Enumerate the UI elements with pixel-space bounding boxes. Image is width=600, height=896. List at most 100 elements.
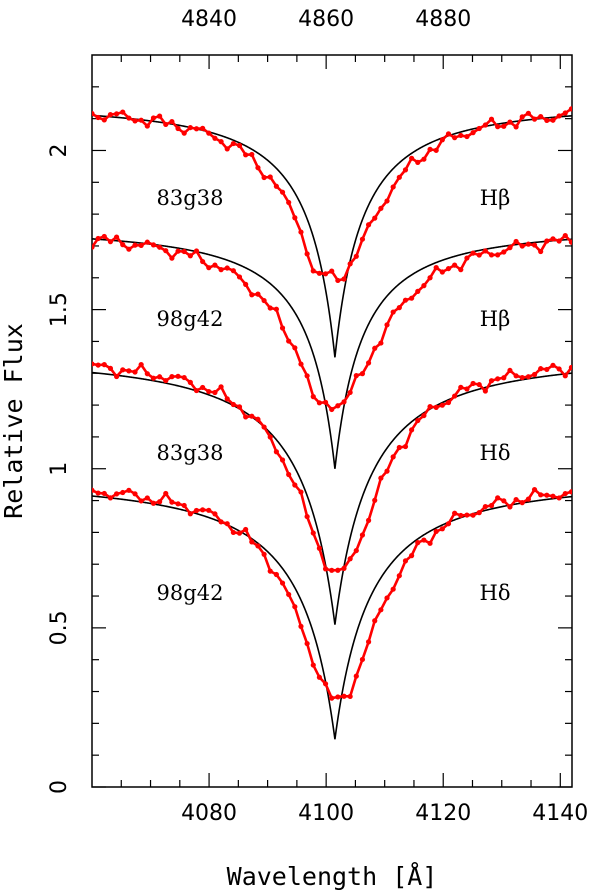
observed-point [513, 124, 519, 130]
observed-point [409, 295, 415, 301]
observed-point [421, 537, 427, 543]
observed-point [95, 235, 101, 242]
observed-point [249, 413, 255, 419]
observed-point [433, 404, 439, 410]
top-x-tick-label: 4880 [415, 7, 471, 32]
observed-point [390, 184, 396, 190]
observed-point [163, 377, 169, 384]
observed-point [187, 379, 193, 385]
observed-point [562, 110, 568, 116]
observed-point [206, 130, 212, 136]
observed-point [163, 248, 169, 254]
observed-point [531, 371, 538, 378]
observed-point [286, 338, 292, 344]
observed-point [402, 167, 409, 173]
observed-point [550, 117, 556, 123]
observed-point [175, 373, 181, 379]
observed-point [482, 388, 488, 394]
observed-point [224, 146, 230, 152]
observed-point [531, 116, 538, 122]
observed-point [335, 403, 341, 409]
observed-point [243, 526, 249, 533]
observed-point [150, 375, 157, 381]
observed-point [126, 115, 132, 121]
observed-point [157, 244, 163, 250]
observed-point [568, 489, 572, 495]
observed-point [132, 369, 138, 375]
observed-point [359, 532, 366, 538]
observed-point [347, 693, 353, 700]
observed-point [415, 159, 421, 165]
observed-point [384, 322, 390, 328]
observed-point [341, 565, 347, 571]
observed-point [218, 267, 224, 273]
observed-point [415, 417, 421, 424]
observed-point [273, 183, 279, 189]
observed-point [519, 243, 525, 249]
observed-point [236, 142, 243, 149]
observed-point [187, 124, 193, 131]
observed-point [243, 281, 249, 287]
observed-point [298, 623, 304, 629]
observed-point [550, 362, 556, 368]
observed-point [113, 234, 120, 240]
observed-point [525, 496, 531, 502]
observed-point [200, 507, 206, 513]
model-profile-3 [92, 371, 572, 625]
observed-point [120, 109, 126, 115]
model-profile-4 [92, 495, 572, 740]
observed-point [218, 384, 224, 390]
observed-point [458, 132, 464, 139]
observed-point [507, 504, 513, 510]
observed-point [310, 268, 316, 274]
observed-point [501, 123, 507, 129]
star-label-3: 83g38 [157, 441, 224, 465]
observed-point [92, 487, 95, 493]
observed-point [390, 454, 396, 460]
observed-point [267, 305, 273, 311]
star-label-4: 98g42 [157, 581, 224, 605]
model-profile-2 [92, 238, 572, 469]
x-tick-label: 4080 [181, 801, 237, 826]
observed-point [193, 507, 200, 514]
observed-point [113, 111, 120, 117]
observed-point [531, 486, 538, 493]
observed-point [439, 269, 445, 275]
y-tick-label: 0 [47, 780, 72, 794]
observed-point [538, 248, 544, 255]
observed-point [120, 489, 126, 496]
plot-frame [91, 54, 573, 788]
observed-point [157, 113, 163, 119]
observed-point [292, 345, 298, 351]
observed-point [482, 248, 488, 254]
observed-point [132, 118, 138, 124]
observed-point [556, 113, 562, 119]
observed-point [157, 374, 163, 380]
observed-point [501, 375, 507, 381]
observed-point [101, 117, 107, 123]
observed-point [279, 189, 286, 195]
observed-point [224, 265, 230, 271]
observed-point [181, 248, 187, 255]
observed-point [488, 252, 495, 258]
observed-point [267, 434, 273, 440]
observed-point [279, 580, 286, 586]
observed-point [181, 130, 187, 136]
observed-point [550, 493, 556, 499]
observed-point [464, 255, 470, 261]
line-label-1: Hβ [480, 186, 510, 210]
observed-profile-3 [92, 362, 572, 572]
observed-point [329, 268, 335, 274]
observed-point [433, 528, 439, 535]
observed-point [107, 112, 114, 118]
observed-point [562, 490, 568, 497]
observed-point [292, 215, 298, 221]
observed-point [310, 394, 316, 400]
observed-point [230, 529, 236, 536]
observed-point [495, 495, 501, 501]
observed-point [538, 366, 544, 372]
observed-point [175, 248, 181, 254]
observed-point [507, 367, 513, 374]
observed-point [568, 364, 572, 371]
